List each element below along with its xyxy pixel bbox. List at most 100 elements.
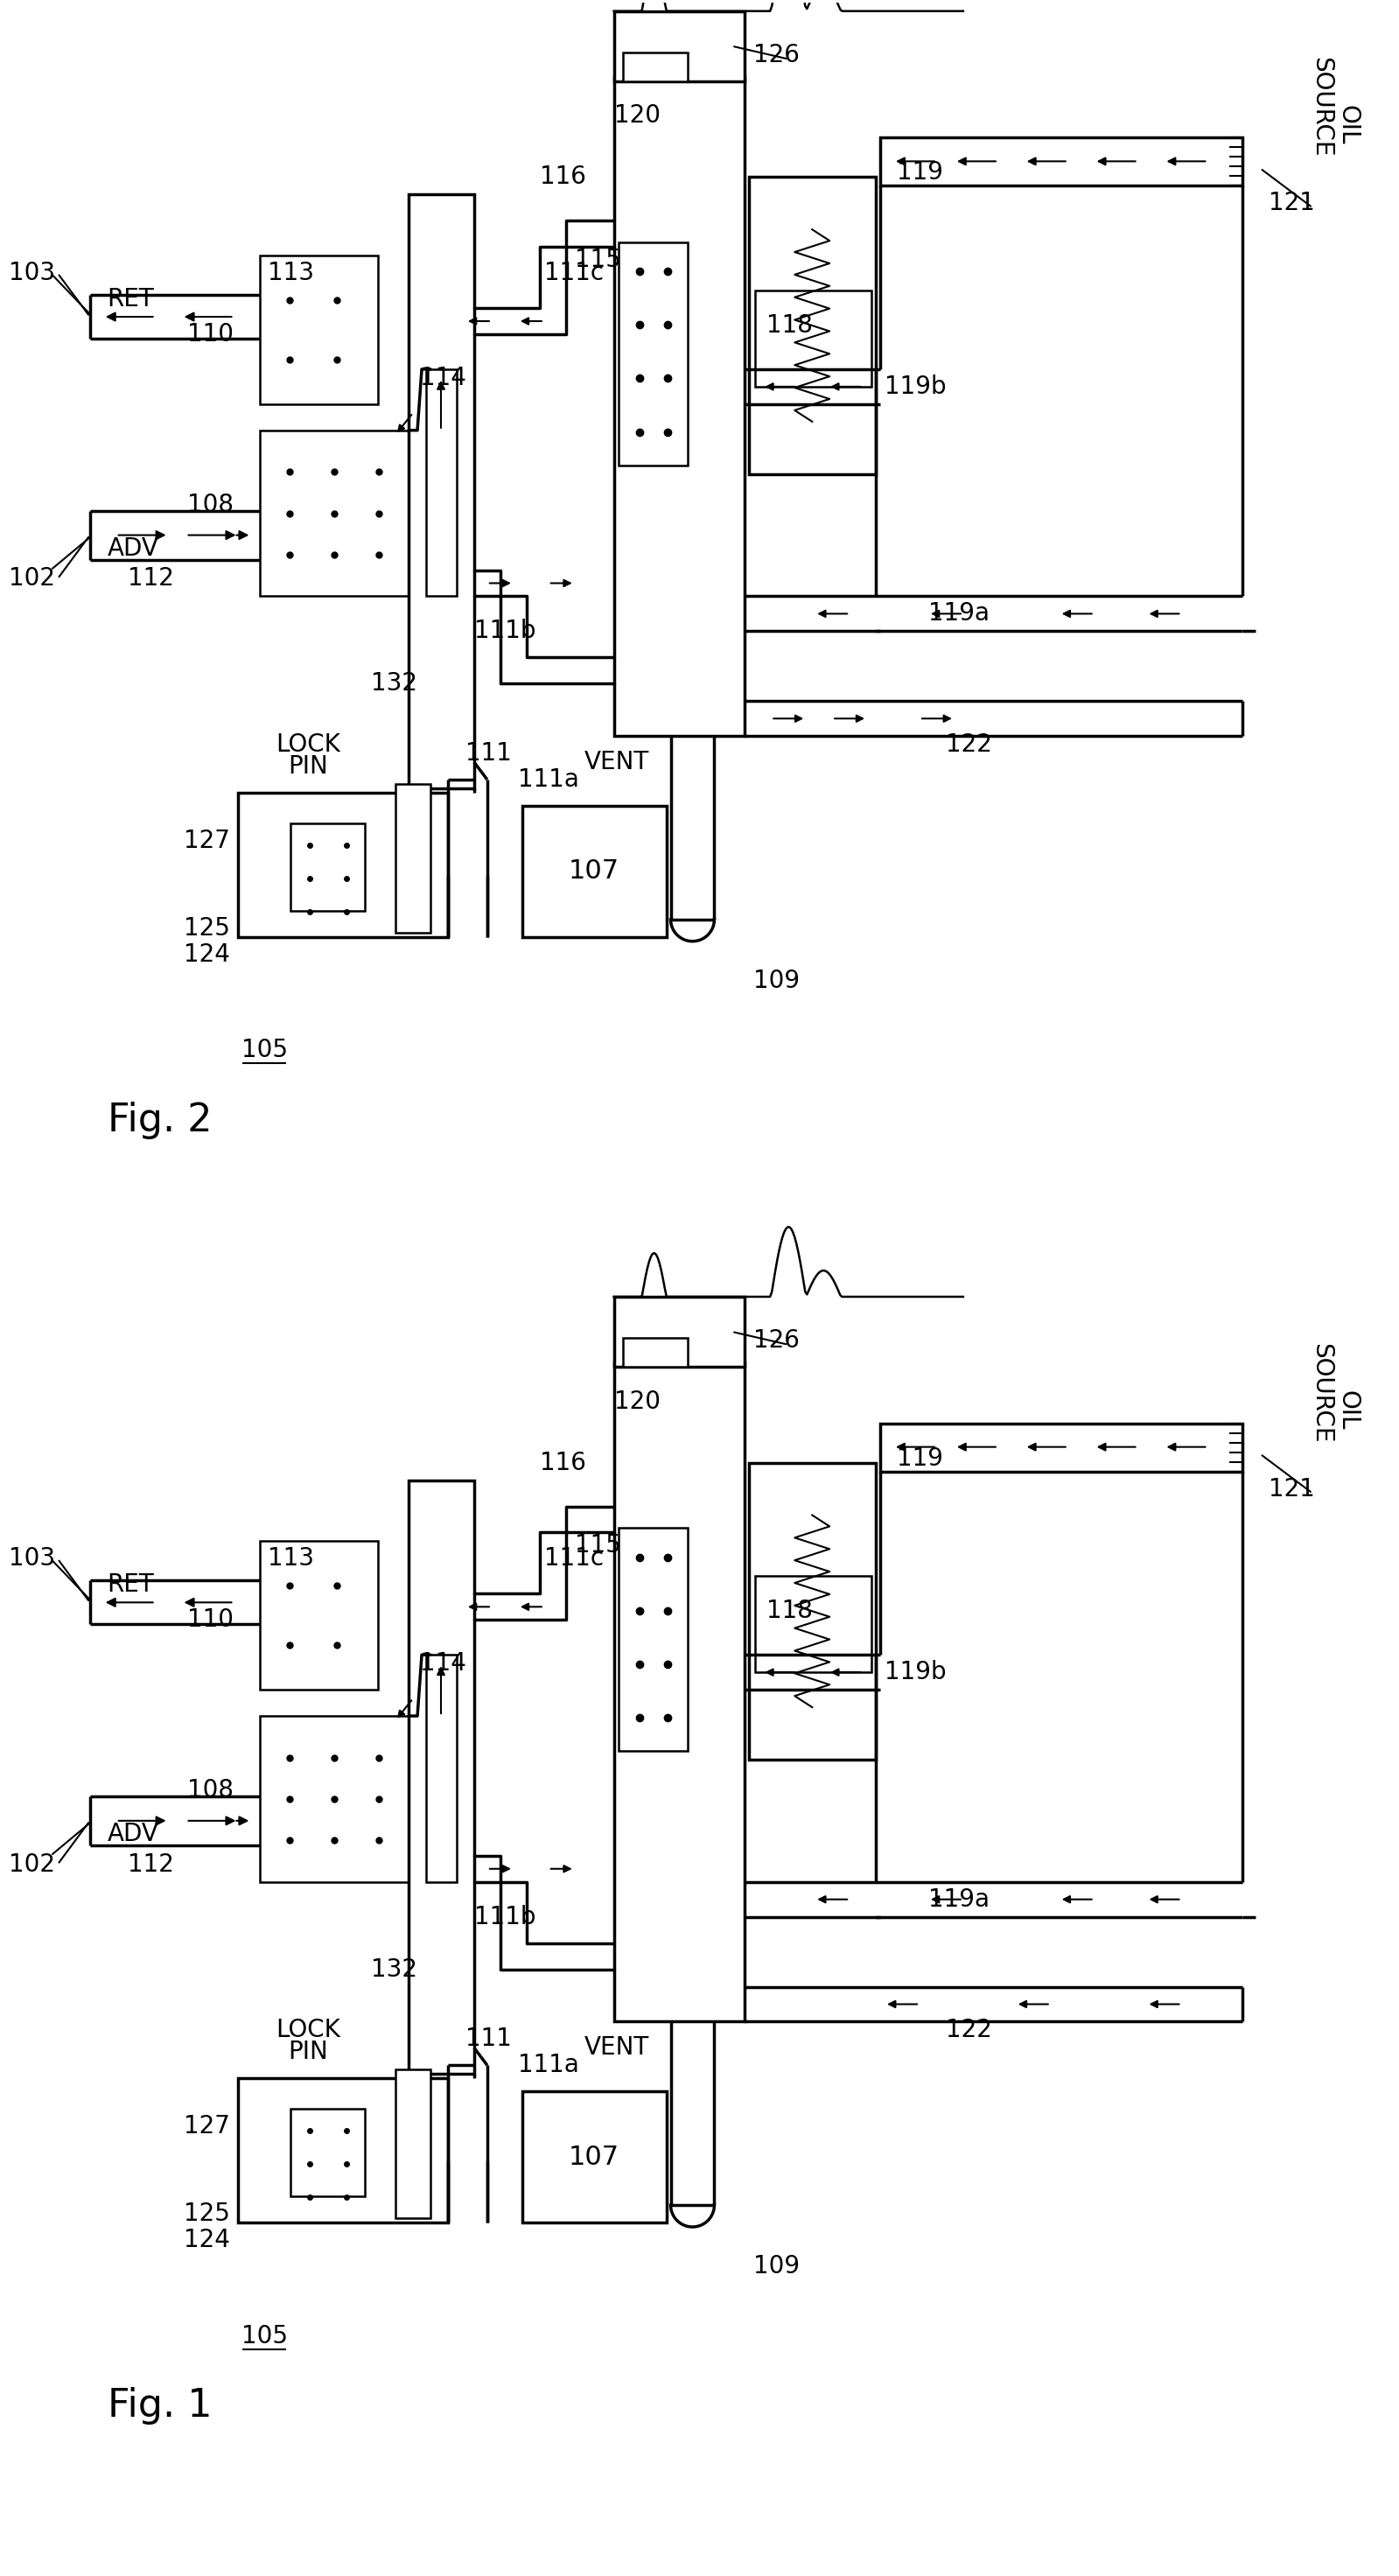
Text: 119a: 119a: [929, 1888, 989, 1911]
Bar: [750, 1463, 876, 1759]
Text: 121: 121: [1269, 1476, 1315, 1502]
Bar: [755, 291, 872, 386]
Text: 127: 127: [183, 2115, 229, 2138]
Text: 119b: 119b: [884, 374, 946, 399]
Text: 102: 102: [8, 1852, 55, 1878]
Bar: [623, 52, 688, 80]
Text: 103: 103: [8, 1546, 55, 1571]
Text: RET: RET: [108, 286, 154, 312]
Text: VENT: VENT: [583, 750, 649, 775]
Text: 116: 116: [540, 1450, 586, 1476]
Text: 116: 116: [540, 165, 586, 188]
Text: 111c: 111c: [544, 260, 603, 286]
Text: PIN: PIN: [288, 2040, 329, 2063]
Bar: [260, 430, 409, 595]
Text: ADV: ADV: [108, 536, 159, 562]
Text: OIL: OIL: [1335, 1391, 1360, 1430]
Text: 119a: 119a: [929, 600, 989, 626]
Text: 118: 118: [767, 1600, 813, 1623]
Text: 120: 120: [614, 1388, 660, 1414]
Text: 109: 109: [754, 2254, 800, 2277]
Text: 121: 121: [1269, 191, 1315, 216]
Bar: [614, 10, 744, 80]
Bar: [238, 2079, 448, 2223]
Text: 126: 126: [754, 44, 800, 67]
Text: OIL: OIL: [1335, 106, 1360, 144]
Text: 125: 125: [183, 2202, 229, 2226]
Text: 113: 113: [267, 1546, 313, 1571]
Text: LOCK: LOCK: [276, 2017, 340, 2043]
Text: 111a: 111a: [518, 2053, 579, 2079]
Text: 107: 107: [568, 858, 620, 884]
Text: 132: 132: [371, 1958, 417, 1981]
Text: 120: 120: [614, 103, 660, 129]
Bar: [291, 2110, 365, 2197]
Text: 112: 112: [127, 1852, 173, 1878]
Bar: [755, 1577, 872, 1672]
Text: 108: 108: [187, 492, 234, 518]
Text: 119b: 119b: [884, 1659, 946, 1685]
Text: 110: 110: [187, 1607, 234, 1633]
Bar: [238, 793, 448, 938]
Text: 113: 113: [267, 260, 313, 286]
Bar: [409, 196, 474, 788]
Bar: [623, 1337, 688, 1368]
Text: 103: 103: [8, 260, 55, 286]
Text: 111a: 111a: [518, 768, 579, 791]
Bar: [522, 2092, 666, 2223]
Bar: [618, 1528, 688, 1752]
Text: 110: 110: [187, 322, 234, 348]
Bar: [260, 255, 378, 404]
Text: 115: 115: [575, 1533, 621, 1558]
Bar: [614, 1296, 744, 1368]
Text: PIN: PIN: [288, 755, 329, 778]
Text: ADV: ADV: [108, 1821, 159, 1847]
Text: 124: 124: [183, 2228, 229, 2251]
Text: 108: 108: [187, 1777, 234, 1803]
Text: 112: 112: [127, 567, 173, 590]
Text: 132: 132: [371, 672, 417, 696]
Text: 111b: 111b: [474, 1904, 536, 1929]
Bar: [396, 2069, 431, 2218]
Bar: [260, 1540, 378, 1690]
Text: 109: 109: [754, 969, 800, 992]
Text: 119: 119: [897, 160, 943, 185]
Text: 115: 115: [575, 247, 621, 273]
Text: 125: 125: [183, 917, 229, 940]
Text: 111: 111: [466, 742, 512, 765]
Bar: [750, 178, 876, 474]
Bar: [291, 824, 365, 912]
Text: 122: 122: [946, 2017, 992, 2043]
Text: 118: 118: [767, 314, 813, 337]
Bar: [427, 368, 456, 595]
Text: 119: 119: [897, 1445, 943, 1471]
Bar: [396, 783, 431, 933]
Text: 124: 124: [183, 943, 229, 966]
Text: Fig. 2: Fig. 2: [108, 1103, 213, 1139]
Bar: [880, 1425, 1242, 1471]
Text: Fig. 1: Fig. 1: [108, 2388, 211, 2424]
Text: 114: 114: [420, 366, 466, 389]
Bar: [260, 1716, 409, 1883]
Text: 111c: 111c: [544, 1546, 603, 1571]
Bar: [618, 242, 688, 466]
Bar: [409, 1481, 474, 2074]
Text: 122: 122: [946, 732, 992, 757]
Text: 126: 126: [754, 1329, 800, 1352]
Bar: [522, 806, 666, 938]
Bar: [427, 1654, 456, 1883]
Text: 102: 102: [8, 567, 55, 590]
Text: LOCK: LOCK: [276, 732, 340, 757]
Text: 114: 114: [420, 1651, 466, 1677]
Text: 127: 127: [183, 829, 229, 853]
Bar: [614, 77, 744, 737]
Text: 111: 111: [466, 2027, 512, 2050]
Text: 107: 107: [568, 2143, 620, 2169]
Text: RET: RET: [108, 1574, 154, 1597]
Bar: [614, 1363, 744, 2022]
Bar: [880, 137, 1242, 185]
Text: SOURCE: SOURCE: [1309, 57, 1333, 157]
Text: SOURCE: SOURCE: [1309, 1342, 1333, 1443]
Text: VENT: VENT: [583, 2035, 649, 2061]
Text: 111b: 111b: [474, 618, 536, 644]
